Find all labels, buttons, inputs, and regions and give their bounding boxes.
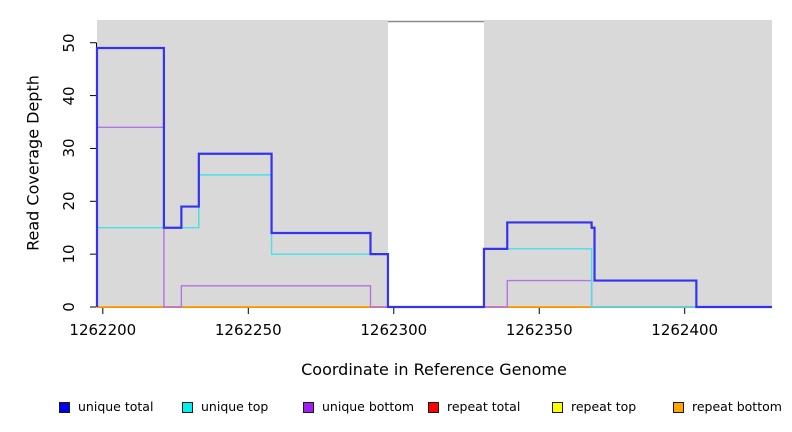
legend-item-repeat-total: repeat total xyxy=(428,400,520,414)
x-tick-label: 1262250 xyxy=(214,321,282,339)
x-tick-label: 1262300 xyxy=(360,321,428,339)
y-tick-label: 10 xyxy=(60,244,78,264)
series-line-unique-total xyxy=(95,46,772,309)
legend-label-unique-total: unique total xyxy=(78,399,154,414)
legend-swatch-unique-bottom xyxy=(303,401,314,413)
legend-label-repeat-total: repeat total xyxy=(447,399,521,414)
x-tick-label: 1262200 xyxy=(69,321,137,339)
legend-label-repeat-bottom: repeat bottom xyxy=(692,399,782,414)
legend-item-unique-top: unique top xyxy=(182,400,268,414)
legend-swatch-repeat-total xyxy=(428,401,439,413)
y-tick-label: 20 xyxy=(60,191,78,211)
x-axis-title: Coordinate in Reference Genome xyxy=(301,360,567,379)
legend-swatch-repeat-bottom xyxy=(673,401,684,413)
y-tick-label: 40 xyxy=(60,86,78,106)
legend-label-unique-bottom: unique bottom xyxy=(322,399,415,414)
legend-item-unique-total: unique total xyxy=(59,400,153,414)
legend-label-unique-top: unique top xyxy=(201,399,269,414)
y-tick-label: 50 xyxy=(60,33,78,53)
legend-label-repeat-top: repeat top xyxy=(571,399,637,414)
legend-swatch-unique-top xyxy=(182,401,193,413)
legend-swatch-unique-total xyxy=(59,401,70,413)
legend-item-repeat-top: repeat top xyxy=(552,400,636,414)
mask-region xyxy=(387,20,484,307)
x-tick-label: 1262350 xyxy=(505,321,573,339)
y-tick-label: 0 xyxy=(60,302,78,312)
legend-item-repeat-bottom: repeat bottom xyxy=(673,400,782,414)
legend-swatch-repeat-top xyxy=(552,401,563,413)
x-tick-label: 1262400 xyxy=(651,321,719,339)
y-tick-label: 30 xyxy=(60,138,78,158)
legend-item-unique-bottom: unique bottom xyxy=(303,400,414,414)
y-axis-title: Read Coverage Depth xyxy=(23,75,43,251)
